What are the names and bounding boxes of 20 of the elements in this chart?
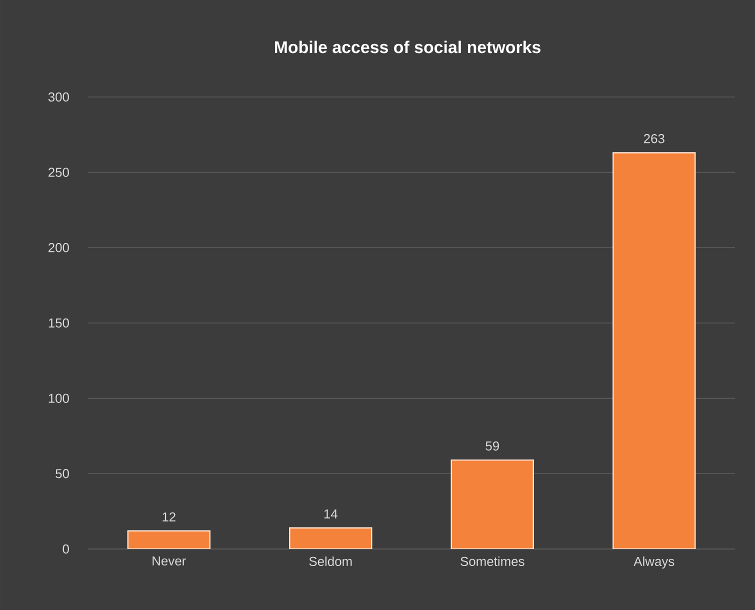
data-label: 59 (486, 441, 499, 451)
y-tick-label: 50 (56, 469, 69, 478)
x-tick-label: Never (152, 556, 186, 566)
data-label: 263 (644, 134, 664, 144)
bar (450, 459, 534, 549)
chart-title: Mobile access of social networks (274, 40, 540, 54)
bar (612, 152, 696, 549)
y-tick-label: 300 (48, 92, 69, 102)
y-tick-label: 150 (48, 318, 69, 328)
data-label: 14 (324, 509, 338, 518)
y-tick-label: 0 (62, 544, 69, 554)
x-tick-label: Sometimes (460, 556, 524, 566)
bar (289, 527, 372, 549)
data-label: 12 (162, 512, 176, 522)
y-tick-label: 250 (48, 168, 69, 177)
bar (127, 530, 210, 549)
y-tick-label: 200 (48, 243, 69, 252)
x-tick-label: Always (634, 556, 674, 569)
x-tick-label: Seldom (309, 556, 352, 566)
y-tick-label: 100 (48, 394, 69, 403)
